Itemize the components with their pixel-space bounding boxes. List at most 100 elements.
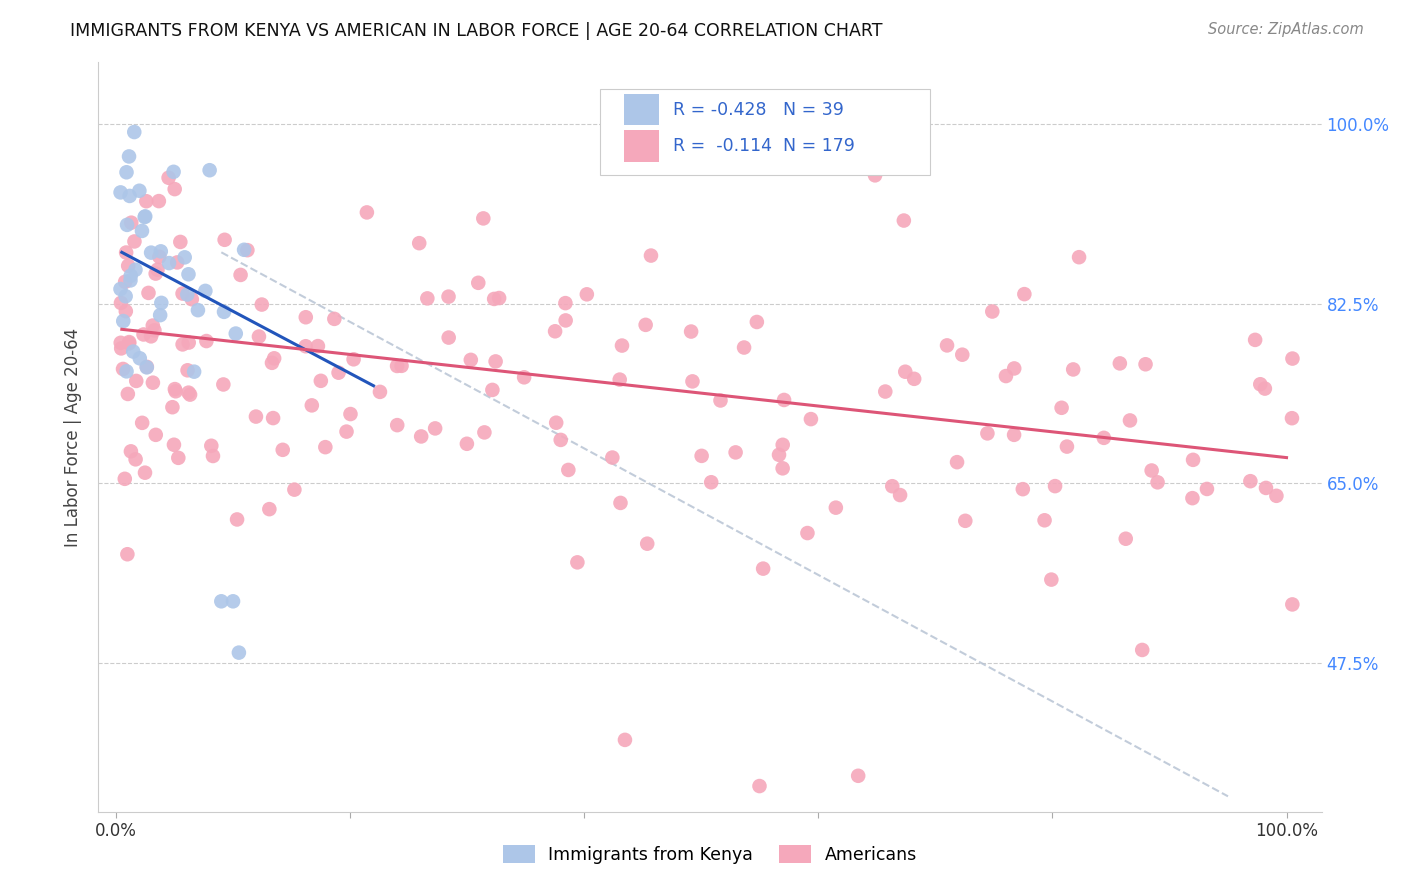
Point [1281,411,1303,425]
Point [138,285,160,300]
Point [1067,250,1090,264]
Point [110,282,132,296]
Point [173,250,195,264]
Point [177,267,200,281]
Point [474,425,496,440]
Legend: Immigrants from Kenya, Americans: Immigrants from Kenya, Americans [496,838,924,871]
Point [114,275,136,289]
Point [115,218,138,232]
Point [976,426,998,441]
Point [1002,361,1025,376]
Point [114,472,136,486]
Point [114,304,136,318]
Point [1092,431,1115,445]
Point [162,165,184,179]
Point [1033,513,1056,527]
FancyBboxPatch shape [600,88,931,175]
Point [567,555,589,569]
Point [893,213,915,227]
Point [546,416,568,430]
Point [550,433,572,447]
Point [263,351,285,366]
Point [149,308,172,322]
Point [846,769,869,783]
Point [135,194,157,209]
Point [148,194,170,208]
Point [124,452,146,467]
Point [128,351,150,366]
Point [1239,474,1261,488]
Point [554,296,576,310]
Point [148,250,170,264]
Point [167,450,190,465]
Point [554,313,576,327]
Point [245,409,267,424]
Point [131,224,153,238]
Point [1050,401,1073,415]
Point [1195,482,1218,496]
Point [229,268,252,282]
Point [139,329,162,343]
Point [157,170,180,185]
Point [283,483,305,497]
Point [936,338,959,352]
Point [225,326,247,341]
Point [824,500,846,515]
Point [994,369,1017,384]
Point [863,169,886,183]
Point [228,646,250,660]
Point [748,779,770,793]
Point [134,210,156,224]
Point [467,276,489,290]
Point [1281,598,1303,612]
Point [120,268,142,283]
Point [950,348,973,362]
Point [169,235,191,249]
Point [309,374,332,388]
Point [796,526,818,541]
Point [209,594,232,608]
Point [236,243,259,257]
Point [1108,356,1130,370]
Point [482,292,505,306]
Point [157,256,180,270]
Point [117,547,139,561]
Point [423,421,446,435]
Point [201,449,224,463]
Point [411,429,433,443]
Point [437,290,460,304]
Point [1130,643,1153,657]
Point [146,262,169,277]
FancyBboxPatch shape [624,94,658,126]
Point [177,335,200,350]
Point [342,352,364,367]
Point [214,233,236,247]
Point [955,514,977,528]
Point [143,323,166,337]
Point [1135,357,1157,371]
Point [142,318,165,333]
Point [118,149,141,163]
Point [416,292,439,306]
Point [247,329,270,343]
Point [1249,377,1271,392]
Point [328,366,350,380]
Point [212,377,235,392]
Point [752,561,775,575]
Point [946,455,969,469]
Point [700,475,723,490]
Point [124,262,146,277]
Point [115,245,138,260]
Point [110,335,132,350]
Point [690,449,713,463]
Point [981,304,1004,318]
Point [172,286,194,301]
Point [484,354,506,368]
Point [128,184,150,198]
Point [681,325,703,339]
Point [226,512,249,526]
Point [391,359,413,373]
Point [125,374,148,388]
Point [117,259,139,273]
Point [1056,440,1078,454]
